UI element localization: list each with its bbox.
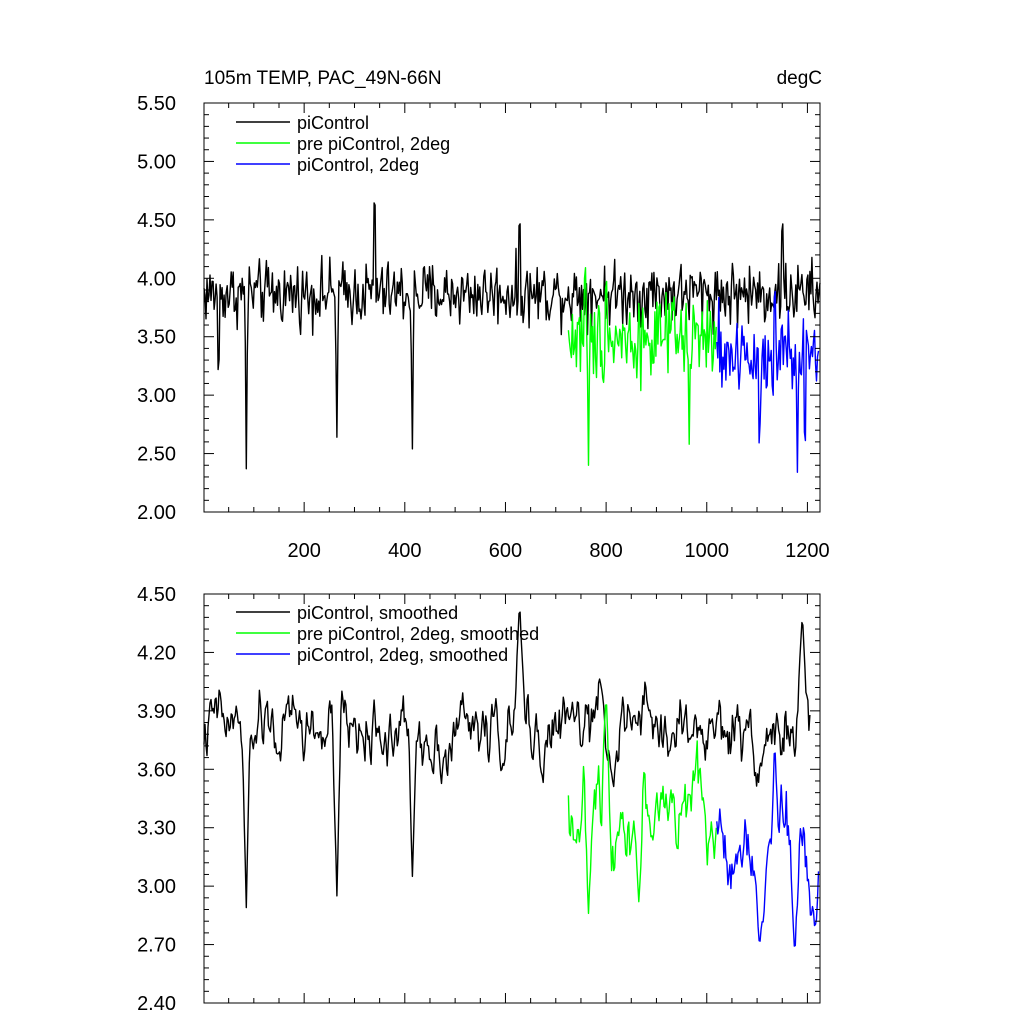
bottom-y-tick-labels: 2.40 2.70 3.00 3.30 3.60 3.90 4.20 4.50 (137, 584, 176, 1015)
series-line-picontrol-2deg (716, 290, 820, 473)
x-tick-label: 800 (589, 540, 622, 562)
bottom-plot-frame (203, 593, 821, 1004)
y-tick-label: 4.00 (137, 268, 176, 290)
y-tick-label: 5.00 (137, 151, 176, 173)
y-tick-label: 5.50 (137, 93, 176, 115)
x-tick-label: 600 (489, 540, 522, 562)
series-line-picontrol-2deg-smoothed (716, 752, 820, 947)
x-tick-label: 1200 (785, 540, 830, 562)
x-tick-label: 200 (287, 540, 320, 562)
bottom-tick-marks (204, 593, 820, 1004)
legend-label-picontrol: piControl (297, 113, 369, 133)
y-tick-label: 2.70 (137, 935, 176, 957)
legend-label-picontrol-2deg-smoothed: piControl, 2deg, smoothed (297, 645, 508, 665)
top-panel: 105m TEMP, PAC_49N-66N degC 2.00 2.50 3.00… (137, 68, 830, 562)
y-tick-label: 3.90 (137, 701, 176, 723)
legend-label-picontrol-smoothed: piControl, smoothed (297, 603, 458, 623)
x-tick-label: 1000 (685, 540, 730, 562)
top-legend: piControl pre piControl, 2deg piControl,… (236, 113, 450, 175)
y-tick-label: 3.60 (137, 759, 176, 781)
y-tick-label: 3.00 (137, 876, 176, 898)
top-plot-frame (203, 102, 821, 513)
y-tick-label: 4.20 (137, 642, 176, 664)
top-tick-marks (204, 102, 820, 513)
y-tick-label: 3.00 (137, 385, 176, 407)
top-panel-units: degC (777, 68, 822, 89)
y-tick-label: 4.50 (137, 584, 176, 606)
y-tick-label: 2.40 (137, 993, 176, 1015)
y-tick-label: 4.50 (137, 210, 176, 232)
top-series-layer (203, 202, 821, 473)
y-tick-label: 2.50 (137, 444, 176, 466)
series-line-picontrol (203, 202, 821, 470)
top-panel-title: 105m TEMP, PAC_49N-66N (204, 68, 442, 89)
bottom-panel: 2.40 2.70 3.00 3.30 3.60 3.90 4.20 4.50 piContr… (137, 584, 821, 1015)
bottom-series-layer (203, 611, 820, 947)
series-line-pre-picontrol-2deg-smoothed (567, 704, 717, 915)
legend-label-pre-picontrol-2deg: pre piControl, 2deg (297, 134, 450, 154)
x-tick-label: 400 (388, 540, 421, 562)
series-line-pre-picontrol-2deg (567, 267, 717, 466)
y-tick-label: 3.30 (137, 818, 176, 840)
legend-label-picontrol-2deg: piControl, 2deg (297, 155, 419, 175)
legend-label-pre-picontrol-2deg-smoothed: pre piControl, 2deg, smoothed (297, 624, 539, 644)
y-tick-label: 3.50 (137, 327, 176, 349)
bottom-legend: piControl, smoothed pre piControl, 2deg,… (236, 603, 539, 665)
y-tick-label: 2.00 (137, 502, 176, 524)
top-x-tick-labels: 200 400 600 800 1000 1200 (287, 540, 829, 562)
series-line-picontrol-smoothed (203, 611, 811, 909)
top-y-tick-labels: 2.00 2.50 3.00 3.50 4.00 4.50 5.00 5.50 (137, 93, 176, 524)
